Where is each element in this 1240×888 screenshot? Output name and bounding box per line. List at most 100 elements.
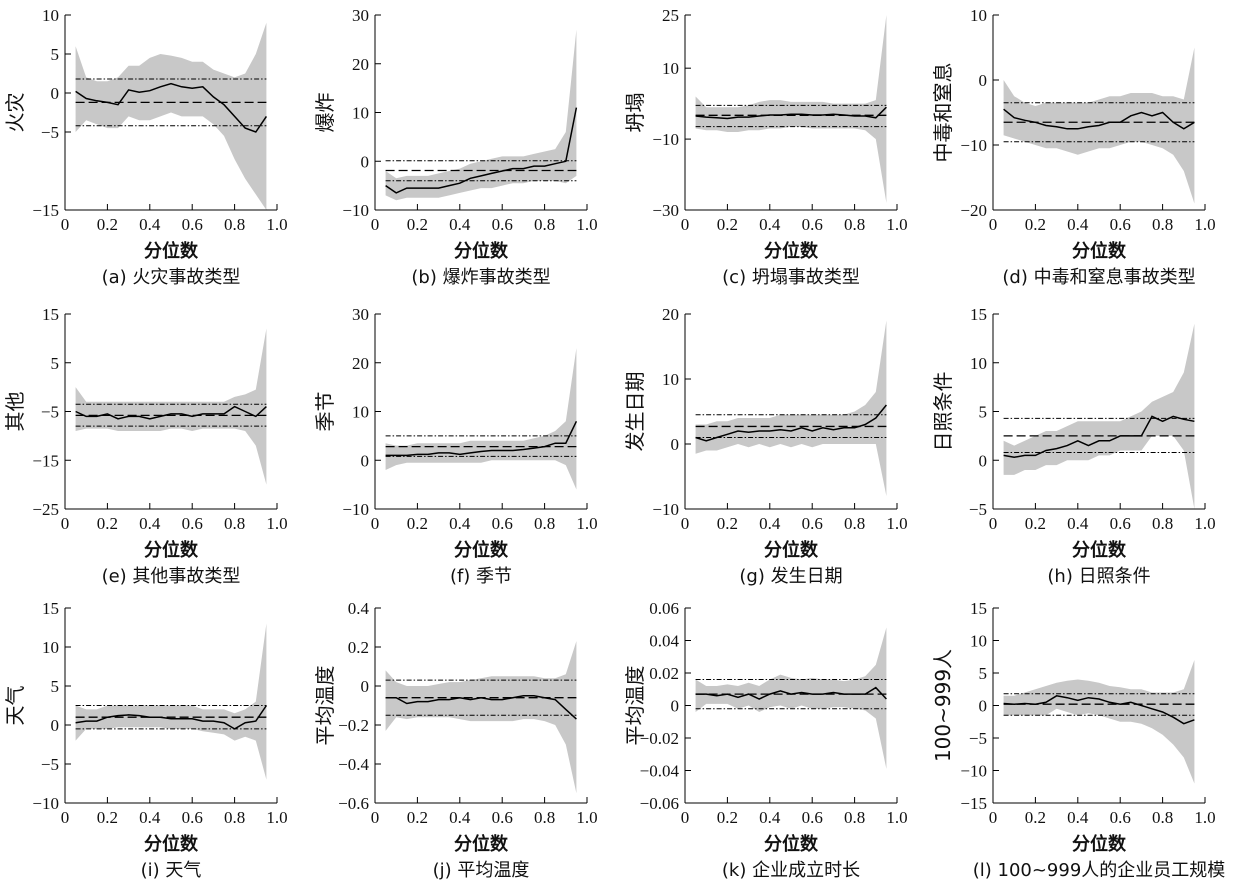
y-tick-label: 0.4 [348, 599, 370, 618]
y-tick-label: 0 [361, 152, 370, 171]
x-axis-label: 分位数 [764, 833, 819, 855]
y-tick-label: 10 [970, 354, 987, 373]
y-tick-label: 10 [352, 403, 369, 422]
confidence-band [386, 30, 577, 201]
x-tick-label: 0.8 [534, 215, 555, 234]
x-tick-label: 1.0 [1194, 215, 1215, 234]
confidence-band [386, 348, 577, 489]
x-axis-label: 分位数 [454, 539, 509, 561]
x-tick-label: 0 [371, 808, 380, 827]
x-tick-label: 0.6 [1110, 514, 1131, 533]
x-tick-label: 0.8 [844, 808, 865, 827]
x-tick-label: 0.6 [802, 808, 823, 827]
y-tick-label: 0 [979, 71, 988, 90]
y-tick-label: −10 [32, 794, 59, 813]
y-tick-label: 10 [970, 6, 987, 25]
y-axis-label: 日照条件 [931, 372, 955, 452]
x-tick-label: 0.4 [449, 215, 471, 234]
x-tick-label: 0.8 [844, 514, 865, 533]
x-tick-label: 0.6 [182, 215, 203, 234]
panel-caption: (a) 火灾事故类型 [102, 267, 241, 288]
x-tick-label: 0.8 [224, 514, 245, 533]
x-tick-label: 0.8 [224, 215, 245, 234]
y-tick-label: −0.6 [338, 794, 369, 813]
y-tick-label: 0.04 [649, 632, 679, 651]
y-tick-label: −10 [652, 130, 679, 149]
y-tick-label: 20 [352, 55, 369, 74]
x-tick-label: 0.4 [449, 514, 471, 533]
x-tick-label: 0.2 [1025, 808, 1046, 827]
panel-l: −15−10−50510150 0.2 0.4 0.6 0.8 1.0分位数100~999… [931, 599, 1225, 881]
x-tick-label: 0 [989, 808, 998, 827]
y-tick-label: −15 [32, 451, 59, 470]
y-tick-label: −10 [960, 762, 987, 781]
x-tick-label: 0.4 [139, 215, 161, 234]
y-tick-label: 0.2 [348, 638, 369, 657]
x-axis-label: 分位数 [764, 539, 819, 561]
y-axis-label: 爆炸 [313, 93, 337, 133]
x-tick-label: 1.0 [886, 808, 907, 827]
panel-caption: (f) 季节 [450, 566, 512, 587]
y-axis-label: 坍塌 [623, 93, 647, 133]
panel-i: −10 −5 0 5 10 15 0 0.2 0.4 0.6 0.8 1.0 分位数 天气 (i) 天气 [3, 599, 288, 881]
y-axis-label: 天气 [3, 686, 27, 726]
x-tick-label: 0.6 [182, 514, 203, 533]
x-tick-label: 1.0 [1194, 808, 1215, 827]
y-tick-label: −10 [342, 500, 369, 519]
x-tick-label: 0.6 [802, 215, 823, 234]
y-tick-label: −20 [960, 201, 987, 220]
y-tick-label: 0 [361, 677, 370, 696]
y-tick-label: −5 [41, 403, 59, 422]
y-axis-label: 其他 [3, 392, 27, 432]
x-tick-label: 0 [681, 514, 690, 533]
y-tick-label: −10 [960, 136, 987, 155]
confidence-band [696, 321, 887, 497]
y-tick-label: −25 [32, 500, 59, 519]
panel-caption: (c) 坍塌事故类型 [722, 267, 860, 288]
x-tick-label: 0.4 [759, 808, 781, 827]
confidence-band [76, 329, 267, 485]
y-tick-label: −0.4 [338, 755, 369, 774]
x-tick-label: 0.2 [407, 514, 428, 533]
x-axis-label: 分位数 [454, 240, 509, 262]
y-axis-label: 100~999人 [931, 649, 955, 762]
y-tick-label: 30 [352, 305, 369, 324]
y-tick-label: 10 [42, 638, 59, 657]
x-tick-label: 0.2 [1025, 514, 1046, 533]
y-tick-label: 15 [42, 305, 59, 324]
x-tick-label: 1.0 [576, 514, 597, 533]
x-tick-label: 0.6 [802, 514, 823, 533]
panel-f: −1001020300 0.2 0.4 0.6 0.8 1.0分位数季节(f) 季节 [313, 305, 598, 587]
confidence-band [1004, 324, 1195, 509]
y-tick-label: −5 [41, 123, 59, 142]
y-tick-label: 0 [979, 451, 988, 470]
x-tick-label: 0.4 [139, 514, 161, 533]
x-tick-label: 0.8 [534, 808, 555, 827]
y-axis-label: 中毒和窒息 [931, 63, 955, 163]
x-tick-label: 1.0 [1194, 514, 1215, 533]
x-tick-label: 0.2 [97, 215, 118, 234]
x-tick-label: 0 [371, 215, 380, 234]
x-tick-label: 0 [61, 808, 70, 827]
y-tick-label: 0 [671, 435, 680, 454]
x-tick-label: 0.2 [1025, 215, 1046, 234]
x-axis-label: 分位数 [1072, 833, 1127, 855]
confidence-band [696, 15, 887, 203]
x-tick-label: 0.6 [492, 215, 513, 234]
panel-k: −0.06 −0.04 −0.02 0 0.02 0.04 0.06 0 0.2 0.4 0.6 0.… [623, 599, 908, 881]
x-tick-label: 1.0 [886, 514, 907, 533]
x-tick-label: 0 [989, 514, 998, 533]
x-axis-label: 分位数 [144, 539, 199, 561]
panel-caption: (i) 天气 [141, 860, 202, 881]
y-tick-label: 5 [51, 677, 60, 696]
x-tick-label: 0.6 [492, 808, 513, 827]
x-tick-label: 0 [61, 215, 70, 234]
y-tick-label: 0 [979, 697, 988, 716]
x-axis-label: 分位数 [764, 240, 819, 262]
x-tick-label: 0.6 [492, 514, 513, 533]
panel-caption: (j) 平均温度 [433, 860, 530, 881]
y-tick-label: 0 [671, 697, 680, 716]
x-axis-label: 分位数 [144, 833, 199, 855]
